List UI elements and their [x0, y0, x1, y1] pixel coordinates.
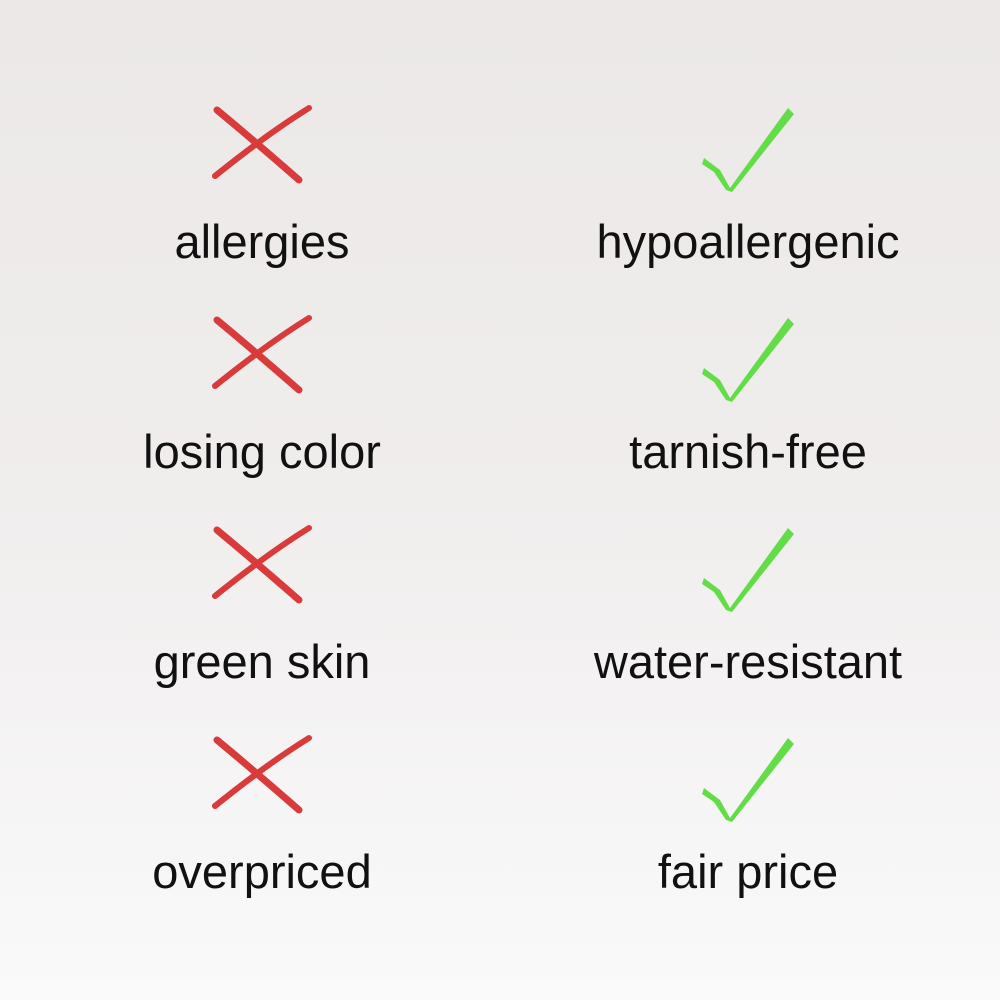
cross-icon	[207, 524, 317, 604]
benefit-label: fair price	[657, 845, 839, 898]
checkmark-icon	[698, 730, 798, 825]
benefit-item: fair price	[548, 730, 948, 900]
cross-icon	[207, 314, 317, 394]
problem-item: losing color	[62, 314, 462, 480]
cross-icon	[207, 104, 317, 184]
benefit-item: hypoallergenic	[548, 100, 948, 270]
checkmark-icon	[698, 310, 798, 405]
problem-item: green skin	[62, 524, 462, 690]
problem-label: losing color	[143, 425, 381, 478]
problem-item: overpriced	[62, 734, 462, 900]
cross-icon	[207, 734, 317, 814]
benefit-label: hypoallergenic	[596, 215, 900, 268]
problem-item: allergies	[62, 104, 462, 270]
problem-label: overpriced	[152, 845, 372, 898]
benefit-label: water-resistant	[593, 635, 903, 688]
benefit-item: tarnish-free	[548, 310, 948, 480]
checkmark-icon	[698, 100, 798, 195]
benefit-label: tarnish-free	[629, 425, 867, 478]
checkmark-icon	[698, 520, 798, 615]
problem-label: allergies	[174, 215, 350, 268]
benefit-item: water-resistant	[548, 520, 948, 690]
problem-label: green skin	[153, 635, 371, 688]
